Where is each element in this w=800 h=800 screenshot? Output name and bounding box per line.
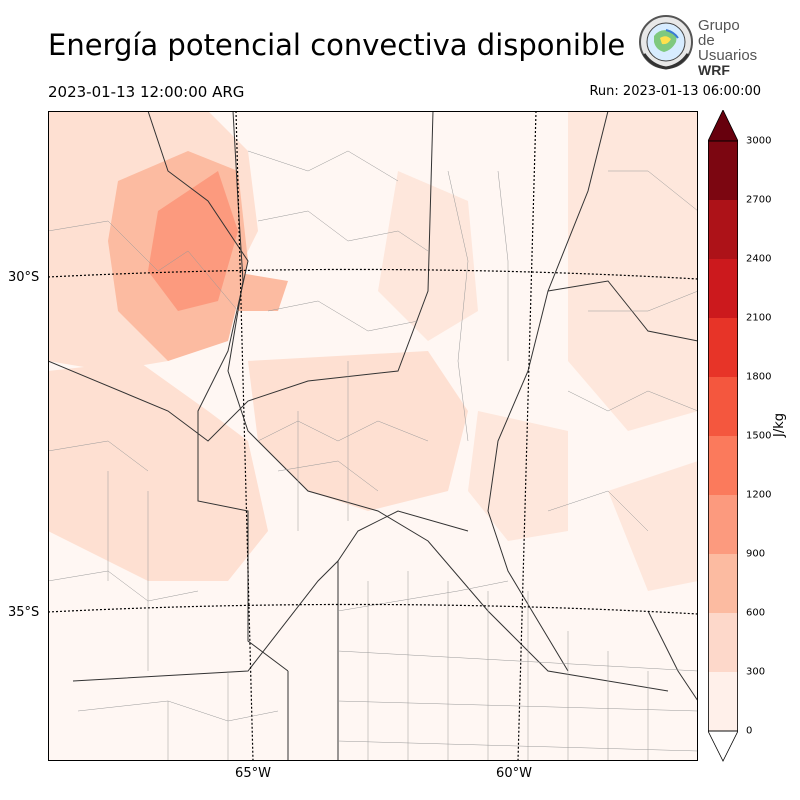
cape-area-north <box>378 171 478 341</box>
page-title: Energía potencial convectiva disponible <box>48 28 626 62</box>
logo-line3: WRF <box>698 62 730 78</box>
colorbar <box>708 110 738 762</box>
coastline <box>647 610 698 702</box>
logo-line1: Grupo de <box>698 17 740 49</box>
lat-label-35s: 35°S <box>8 605 40 620</box>
colorbar-tick-label: 1200 <box>746 489 772 501</box>
valid-time: 2023-01-13 12:00:00 ARG <box>48 83 245 101</box>
parallel-35s <box>48 603 698 615</box>
border-3 <box>48 111 434 442</box>
map-frame <box>48 111 698 761</box>
logo: Grupo de Usuarios WRF <box>638 14 758 78</box>
colorbar-tick-label: 900 <box>746 548 766 560</box>
colorbar-segment <box>708 200 738 259</box>
cape-map <box>48 111 698 761</box>
colorbar-tick-label: 2700 <box>746 194 772 206</box>
cape-area-northeast <box>568 111 698 431</box>
colorbar-tick-label: 2400 <box>746 253 772 265</box>
cape-area-high-2 <box>148 171 238 311</box>
colorbar-tick-label: 3000 <box>746 135 772 147</box>
border-5 <box>547 280 698 342</box>
cape-area-southwest <box>48 361 268 581</box>
colorbar-segment <box>708 259 738 318</box>
colorbar-extend-bottom <box>708 730 738 762</box>
colorbar-segment <box>708 495 738 554</box>
border-2 <box>227 111 669 692</box>
colorbar-tick-label: 1500 <box>746 430 772 442</box>
colorbar-segment <box>708 672 738 731</box>
run-time: Run: 2023-01-13 06:00:00 <box>589 84 761 99</box>
border-6 <box>337 510 469 562</box>
colorbar-tick-label: 2100 <box>746 312 772 324</box>
department-borders <box>48 150 698 761</box>
lon-label-65w: 65°W <box>235 766 271 781</box>
colorbar-frame <box>708 140 738 732</box>
colorbar-extend-top <box>708 110 738 142</box>
cape-area-mesopotamia <box>608 461 698 591</box>
colorbar-tick-label: 1800 <box>746 371 772 383</box>
parallel-30s <box>48 268 698 280</box>
cape-area-east <box>468 411 568 541</box>
colorbar-tick-label: 600 <box>746 607 766 619</box>
meridian-65w <box>235 111 254 761</box>
colorbar-segment <box>708 318 738 377</box>
colorbar-tick-label: 300 <box>746 666 766 678</box>
lon-label-60w: 60°W <box>496 766 532 781</box>
meridian-60w <box>517 111 537 761</box>
graticule <box>48 111 698 761</box>
colorbar-segment <box>708 554 738 613</box>
border-4 <box>428 111 609 672</box>
colorbar-segment <box>708 436 738 495</box>
logo-line2: Usuarios <box>698 47 758 64</box>
colorbar-tick-label: 0 <box>746 725 753 737</box>
globe-logo-icon <box>639 15 693 70</box>
border-7 <box>72 559 339 761</box>
lat-label-30s: 30°S <box>8 270 40 285</box>
colorbar-segment <box>708 613 738 672</box>
colorbar-segment <box>708 141 738 200</box>
colorbar-segment <box>708 377 738 436</box>
colorbar-unit: J/kg <box>772 413 787 437</box>
